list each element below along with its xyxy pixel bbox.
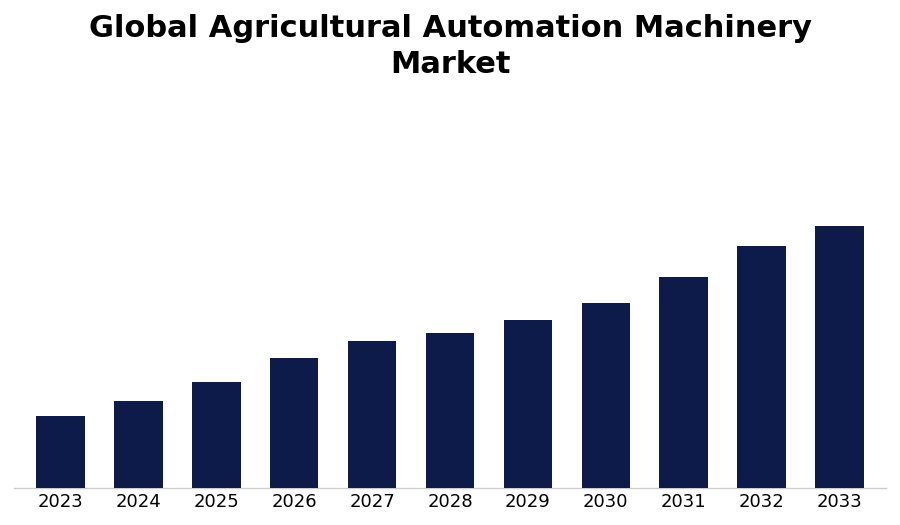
Bar: [37, 416, 85, 488]
Bar: [114, 401, 163, 488]
Bar: [270, 358, 319, 488]
Bar: [426, 332, 474, 488]
Bar: [193, 382, 240, 488]
Bar: [737, 246, 786, 488]
Bar: [581, 303, 630, 488]
Bar: [660, 277, 707, 488]
Bar: [815, 226, 863, 488]
Bar: [504, 320, 552, 488]
Title: Global Agricultural Automation Machinery
Market: Global Agricultural Automation Machinery…: [88, 14, 812, 79]
Bar: [348, 341, 396, 488]
